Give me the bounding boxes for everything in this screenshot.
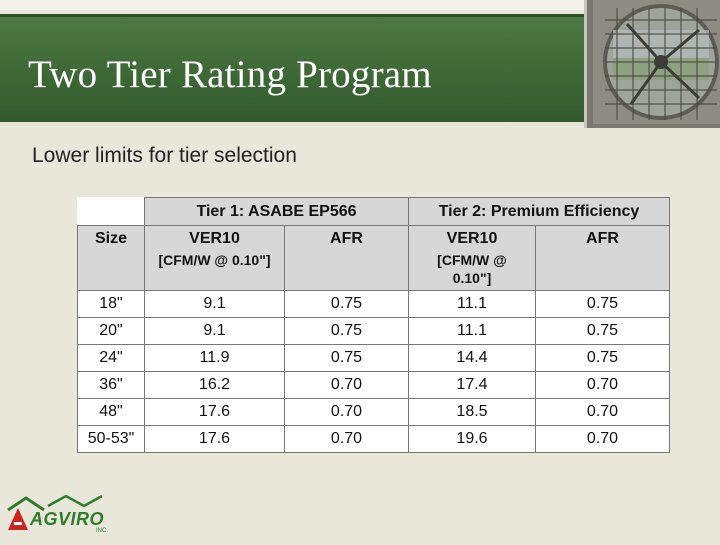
- tier1-header: Tier 1: ASABE EP566: [144, 197, 409, 226]
- t2-ver-cell: 17.4: [408, 371, 536, 399]
- t1-afr-cell: 0.70: [284, 398, 409, 426]
- table-row: 36" 16.2 0.70 17.4 0.70: [77, 371, 670, 399]
- table-row: 18" 9.1 0.75 11.1 0.75: [77, 290, 670, 318]
- t1-ver-header: VER10 [CFM/W @ 0.10"]: [144, 225, 285, 291]
- size-header: Size: [77, 225, 145, 291]
- t1-ver-label: VER10: [189, 230, 240, 247]
- t2-ver-cell: 11.1: [408, 290, 536, 318]
- t1-afr-cell: 0.75: [284, 317, 409, 345]
- size-cell: 20": [77, 317, 145, 345]
- table-row: 20" 9.1 0.75 11.1 0.75: [77, 317, 670, 345]
- top-stripe: [0, 0, 720, 10]
- t2-afr-cell: 0.75: [535, 290, 670, 318]
- slide-subtitle: Lower limits for tier selection: [32, 144, 297, 167]
- size-cell: 48": [77, 398, 145, 426]
- title-band: [0, 14, 588, 122]
- table-row: 48" 17.6 0.70 18.5 0.70: [77, 398, 670, 426]
- logo-suffix-text: INC.: [96, 528, 108, 534]
- t2-ver-cell: 18.5: [408, 398, 536, 426]
- t2-afr-cell: 0.70: [535, 398, 670, 426]
- t1-afr-cell: 0.75: [284, 290, 409, 318]
- table-row: 50-53" 17.6 0.70 19.6 0.70: [77, 425, 670, 453]
- logo-brand-text: AGVIRO: [30, 509, 105, 529]
- table-row: 24" 11.9 0.75 14.4 0.75: [77, 344, 670, 372]
- fan-photo-icon: [584, 0, 720, 128]
- size-cell: 36": [77, 371, 145, 399]
- rating-table: Tier 1: ASABE EP566 Tier 2: Premium Effi…: [77, 197, 670, 453]
- t1-afr-cell: 0.70: [284, 371, 409, 399]
- t1-ver-cell: 9.1: [144, 317, 285, 345]
- t2-afr-cell: 0.75: [535, 317, 670, 345]
- logo-graphic: [7, 494, 103, 530]
- column-header-row: Size VER10 [CFM/W @ 0.10"] AFR VER10 [CF…: [77, 225, 670, 291]
- t2-ver-label: VER10: [446, 230, 498, 247]
- t1-afr-cell: 0.75: [284, 344, 409, 372]
- t1-ver-cell: 17.6: [144, 425, 285, 453]
- size-cell: 18": [77, 290, 145, 318]
- agviro-logo-icon: AGVIRO INC.: [4, 494, 114, 540]
- t2-ver-cell: 14.4: [408, 344, 536, 372]
- t1-ver-cell: 16.2: [144, 371, 285, 399]
- corner-blank: [78, 198, 145, 226]
- size-cell: 50-53": [77, 425, 145, 453]
- title-band-edge: [0, 14, 588, 17]
- t2-afr-cell: 0.75: [535, 344, 670, 372]
- t1-ver-cell: 17.6: [144, 398, 285, 426]
- fan-illustration: [587, 0, 720, 128]
- tier2-header: Tier 2: Premium Efficiency: [408, 197, 670, 226]
- tier-header-row: Tier 1: ASABE EP566 Tier 2: Premium Effi…: [78, 197, 670, 226]
- size-cell: 24": [77, 344, 145, 372]
- t1-afr-cell: 0.70: [284, 425, 409, 453]
- t1-ver-unit: [CFM/W @ 0.10"]: [158, 252, 271, 268]
- t2-ver-cell: 19.6: [408, 425, 536, 453]
- t2-afr-header: AFR: [535, 225, 670, 291]
- t2-ver-header: VER10 [CFM/W @ 0.10"]: [408, 225, 536, 291]
- t2-afr-cell: 0.70: [535, 425, 670, 453]
- t2-afr-cell: 0.70: [535, 371, 670, 399]
- t2-ver-unit: [CFM/W @ 0.10"]: [437, 252, 507, 286]
- t2-ver-cell: 11.1: [408, 317, 536, 345]
- slide-title: Two Tier Rating Program: [28, 53, 432, 96]
- t1-afr-header: AFR: [284, 225, 409, 291]
- t1-ver-cell: 11.9: [144, 344, 285, 372]
- t1-ver-cell: 9.1: [144, 290, 285, 318]
